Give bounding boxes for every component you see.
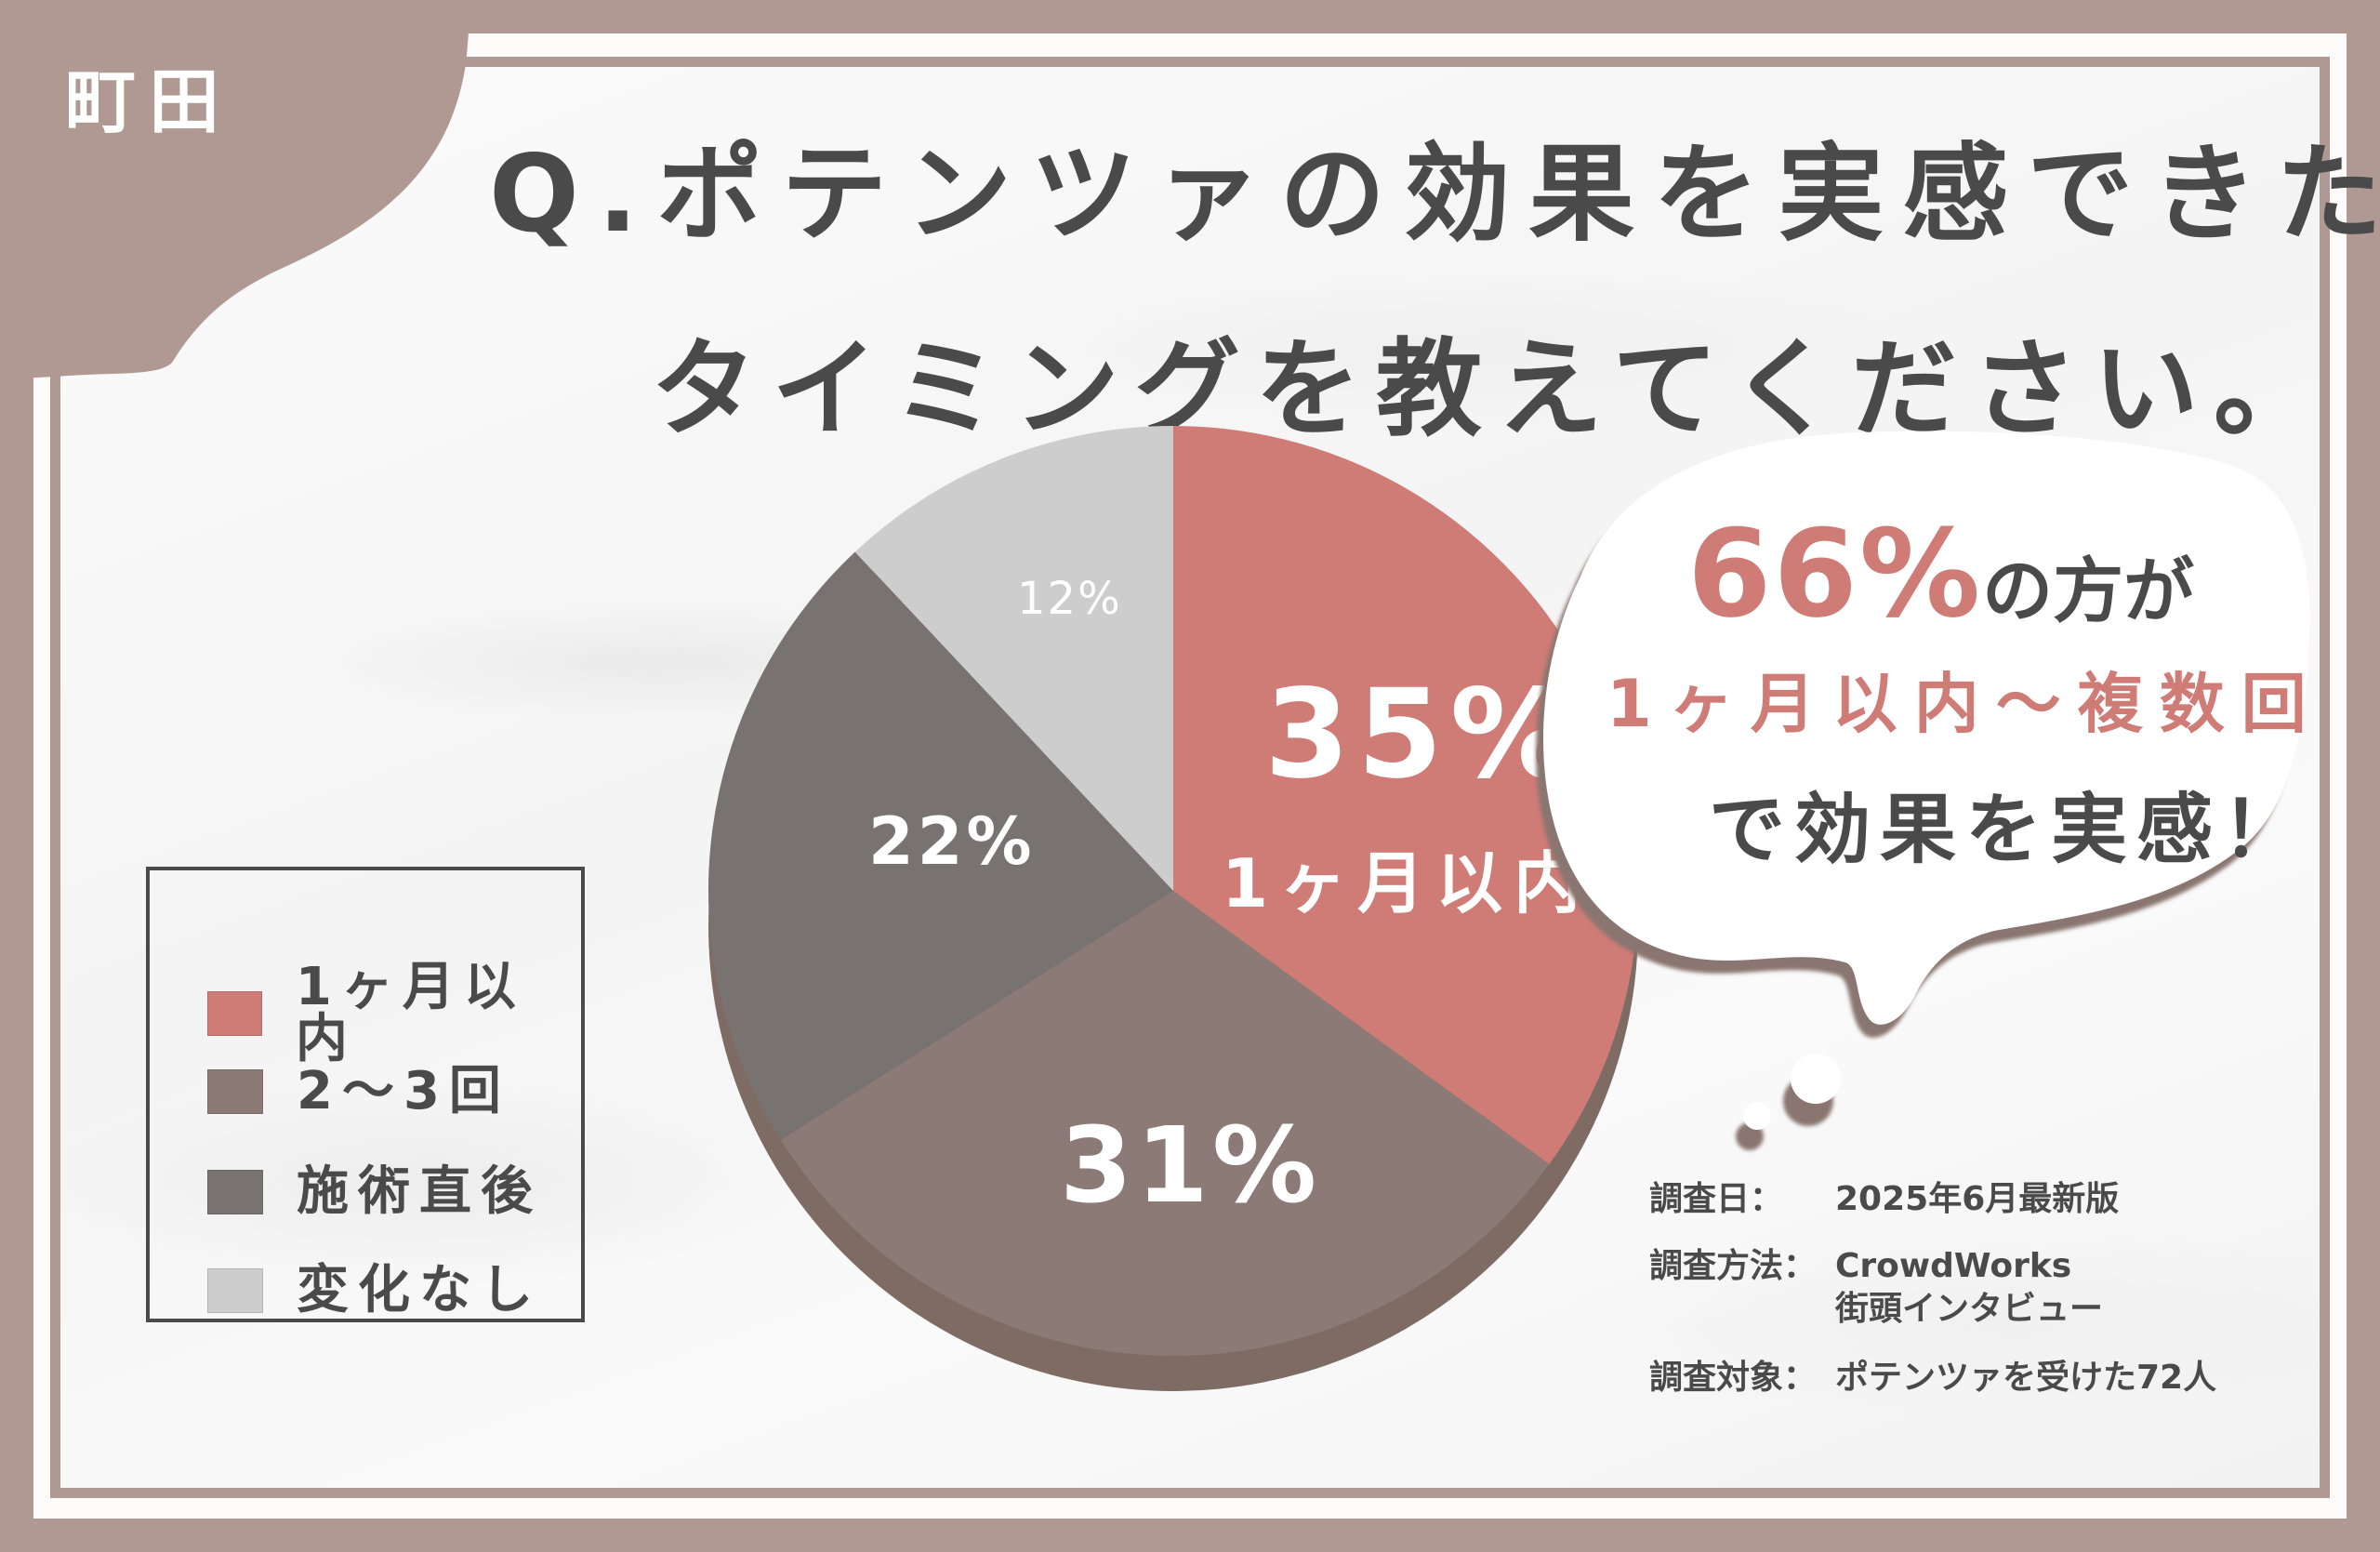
pie-slice bbox=[854, 426, 1173, 891]
legend-swatch-nochange bbox=[207, 1268, 263, 1313]
legend-label: 2〜3回 bbox=[297, 1061, 510, 1121]
legend-swatch-immediate bbox=[207, 1170, 263, 1214]
bubble-dot-large bbox=[1791, 1054, 1841, 1104]
pie-slice bbox=[780, 891, 1550, 1357]
legend-label: 1ヶ月以内 bbox=[295, 957, 525, 1069]
callout-line3: で効果を実感！ bbox=[1709, 786, 2308, 874]
bubble-body bbox=[1543, 431, 2310, 1025]
chart-legend: 1ヶ月以内 2〜3回 施術直後 変化なし bbox=[146, 867, 585, 1322]
survey-date-value: 2025年6月最新版 bbox=[1835, 1180, 2120, 1218]
legend-item-1month: 1ヶ月以内 bbox=[207, 962, 581, 1066]
survey-method-value-1: CrowdWorks bbox=[1835, 1247, 2072, 1285]
legend-label: 変化なし bbox=[297, 1260, 542, 1320]
survey-method: 調査方法： CrowdWorks bbox=[1649, 1250, 2071, 1283]
survey-method-label: 調査方法： bbox=[1649, 1247, 1818, 1285]
survey-date: 調査日： 2025年6月最新版 bbox=[1649, 1183, 2119, 1216]
legend-label: 施術直後 bbox=[297, 1161, 542, 1222]
survey-method-value-2: 街頭インタビュー bbox=[1835, 1290, 2104, 1328]
legend-item-2to3: 2〜3回 bbox=[207, 1066, 510, 1118]
bubble-dot-small bbox=[1743, 1102, 1771, 1130]
slice-label-2to3: 31% bbox=[1060, 1106, 1321, 1227]
pie-slice bbox=[707, 551, 1173, 1140]
legend-swatch-2to3 bbox=[207, 1069, 263, 1114]
survey-target: 調査対象： ポテンツァを受けた72人 bbox=[1649, 1361, 2216, 1395]
question-title-line2: タイミングを教えてください。 bbox=[651, 327, 2334, 451]
question-title-line1: Q.ポテンツァの効果を実感できた bbox=[489, 132, 2380, 256]
survey-target-label: 調査対象： bbox=[1649, 1359, 1818, 1397]
survey-date-label: 調査日： bbox=[1649, 1180, 1784, 1218]
legend-item-immediate: 施術直後 bbox=[207, 1166, 542, 1218]
legend-item-nochange: 変化なし bbox=[207, 1265, 542, 1317]
callout-line2: 1ヶ月以内〜複数回 bbox=[1606, 666, 2323, 742]
callout-highlight-percent: 66% bbox=[1687, 503, 1983, 644]
pie-slices bbox=[707, 426, 1638, 1357]
slice-label-immediate: 22% bbox=[868, 803, 1036, 880]
slice-label-1month: 35% bbox=[1264, 663, 1580, 806]
slice-sublabel-1month: 1ヶ月以内 bbox=[1222, 844, 1593, 922]
logo-machida: 町田 bbox=[65, 60, 232, 143]
legend-swatch-1month bbox=[207, 991, 262, 1036]
callout-line1-rest: の方が bbox=[1982, 550, 2195, 632]
slice-label-nochange: 12% bbox=[1017, 573, 1122, 625]
survey-target-value: ポテンツァを受けた72人 bbox=[1835, 1359, 2217, 1397]
callout-line1: 66%の方が bbox=[1687, 513, 2194, 634]
pie-slice bbox=[1173, 426, 1638, 1164]
corner-decoration bbox=[0, 0, 469, 379]
